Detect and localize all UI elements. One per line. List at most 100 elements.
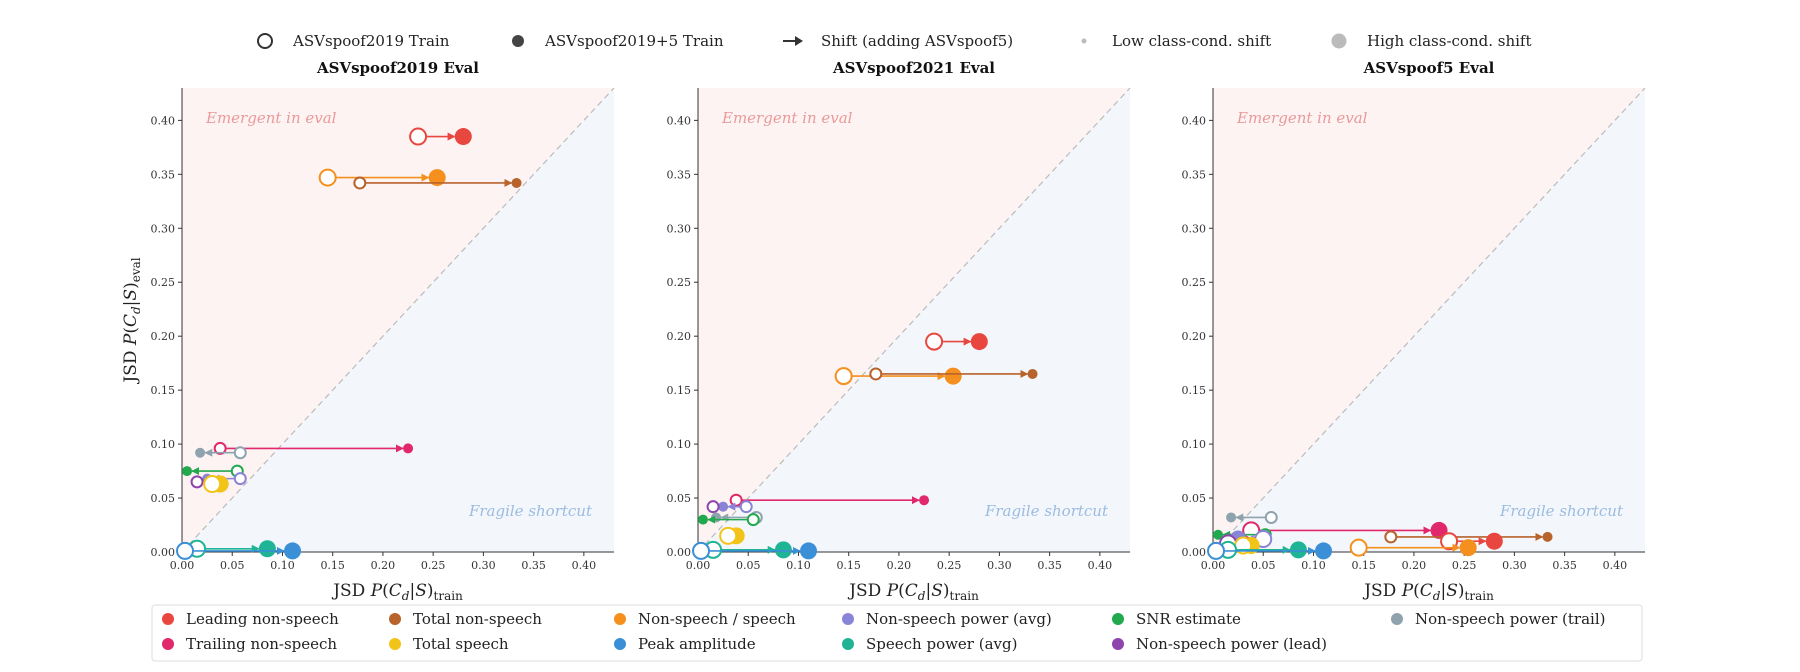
legend-label-nsp_trail: Non-speech power (trail) xyxy=(1415,610,1606,628)
point-2019-train-total_sp xyxy=(719,526,738,545)
x-tick-label: 0.00 xyxy=(686,559,711,572)
point-2019-5-train-trail xyxy=(403,443,414,454)
y-tick-label: 0.05 xyxy=(1182,492,1207,505)
legend-filled-circle-marker xyxy=(512,35,524,47)
x-tick-label: 0.10 xyxy=(1301,559,1326,572)
legend-label-snr: SNR estimate xyxy=(1136,610,1241,628)
point-2019-5-train-peak xyxy=(284,542,302,560)
point-2019-5-train-lead xyxy=(1485,532,1503,550)
legend-swatch-peak xyxy=(614,638,626,650)
x-tick-label: 0.15 xyxy=(1351,559,1376,572)
point-2019-train-lead xyxy=(925,332,944,351)
legend-swatch-ratio xyxy=(614,613,626,625)
x-tick-label: 0.30 xyxy=(1502,559,1527,572)
x-tick-label: 0.30 xyxy=(987,559,1012,572)
point-2019-train-snr xyxy=(746,513,760,527)
point-2019-5-train-total_ns xyxy=(1027,368,1038,379)
y-tick-label: 0.40 xyxy=(151,114,176,127)
x-tick-label: 0.35 xyxy=(1552,559,1577,572)
y-tick-label: 0.00 xyxy=(151,546,176,559)
diagonal-line xyxy=(181,87,615,553)
point-2019-train-nsp_trail xyxy=(233,446,247,460)
feature-legend-frame xyxy=(151,604,1643,662)
panel-2: Emergent in eval Fragile shortcut 0.000.00… xyxy=(667,59,1131,603)
point-2019-train-total_ns xyxy=(1384,530,1398,544)
point-2019-5-train-sp_avg xyxy=(1289,541,1307,559)
legend-swatch-nsp_avg xyxy=(842,613,854,625)
legend-label-ratio: Non-speech / speech xyxy=(638,610,796,628)
point-2019-train-ratio xyxy=(318,168,337,187)
point-2019-train-peak xyxy=(1207,541,1226,560)
panel-3: Emergent in eval Fragile shortcut 0.000.00… xyxy=(1182,59,1646,603)
point-2019-train-ratio xyxy=(1349,538,1368,557)
region-label-emergent: Emergent in eval xyxy=(1236,109,1368,127)
point-2019-5-train-ratio xyxy=(1459,539,1477,557)
y-tick-label: 0.40 xyxy=(667,114,692,127)
x-tick-label: 0.15 xyxy=(836,559,861,572)
point-2019-5-train-nsp_avg xyxy=(718,501,729,512)
y-tick-label: 0.35 xyxy=(151,168,176,181)
region-label-fragile: Fragile shortcut xyxy=(984,502,1109,520)
region-label-emergent: Emergent in eval xyxy=(721,109,853,127)
point-2019-5-train-snr xyxy=(1213,529,1224,540)
legend-swatch-total_ns xyxy=(389,613,401,625)
point-2019-5-train-lead xyxy=(454,128,472,146)
panel-title: ASVspoof5 Eval xyxy=(1363,59,1495,77)
legend-large-dot-marker xyxy=(1331,33,1347,49)
y-tick-label: 0.05 xyxy=(667,492,692,505)
point-2019-5-train-peak xyxy=(1315,542,1333,560)
x-tick-label: 0.35 xyxy=(521,559,546,572)
region-label-emergent: Emergent in eval xyxy=(205,109,337,127)
legend-swatch-sp_avg xyxy=(842,638,854,650)
legend-label-low-shift: Low class-cond. shift xyxy=(1112,32,1271,50)
y-tick-label: 0.15 xyxy=(1182,384,1207,397)
point-2019-train-nsp_avg xyxy=(739,500,753,514)
point-2019-train-peak xyxy=(692,541,711,560)
x-tick-label: 0.15 xyxy=(320,559,345,572)
x-tick-label: 0.30 xyxy=(471,559,496,572)
legend-swatch-lead xyxy=(162,613,174,625)
x-axis-label: JSD P(Cd|S)train xyxy=(331,581,463,603)
x-tick-label: 0.20 xyxy=(1402,559,1427,572)
legend-swatch-nsp_trail xyxy=(1391,613,1403,625)
x-tick-label: 0.00 xyxy=(170,559,195,572)
point-2019-5-train-lead xyxy=(970,333,988,351)
y-tick-label: 0.20 xyxy=(151,330,176,343)
point-2019-train-trail xyxy=(213,441,227,455)
panel-title: ASVspoof2021 Eval xyxy=(832,59,995,77)
legend-swatch-snr xyxy=(1112,613,1124,625)
x-tick-label: 0.10 xyxy=(270,559,295,572)
x-tick-label: 0.05 xyxy=(1251,559,1276,572)
point-2019-train-total_ns xyxy=(869,367,883,381)
point-2019-train-trail xyxy=(729,493,743,507)
legend-label-high-shift: High class-cond. shift xyxy=(1367,32,1531,50)
point-2019-5-train-total_ns xyxy=(1542,531,1553,542)
legend-label-lead: Leading non-speech xyxy=(186,610,339,628)
x-tick-label: 0.20 xyxy=(887,559,912,572)
x-tick-label: 0.35 xyxy=(1037,559,1062,572)
legend-label-shift: Shift (adding ASVspoof5) xyxy=(821,32,1013,50)
point-2019-train-peak xyxy=(176,541,195,560)
x-tick-label: 0.10 xyxy=(786,559,811,572)
y-tick-label: 0.10 xyxy=(667,438,692,451)
y-tick-label: 0.10 xyxy=(151,438,176,451)
y-tick-label: 0.40 xyxy=(1182,114,1207,127)
x-tick-label: 0.05 xyxy=(220,559,245,572)
y-tick-label: 0.35 xyxy=(667,168,692,181)
point-2019-5-train-trail xyxy=(919,495,930,506)
region-label-fragile: Fragile shortcut xyxy=(1499,502,1624,520)
point-2019-train-ratio xyxy=(834,367,853,386)
x-tick-label: 0.25 xyxy=(1452,559,1477,572)
point-2019-5-train-sp_avg xyxy=(258,540,276,558)
legend-small-dot-marker xyxy=(1081,38,1087,44)
legend-label-sp_avg: Speech power (avg) xyxy=(866,635,1017,653)
point-2019-5-train-total_ns xyxy=(511,177,522,188)
y-tick-label: 0.35 xyxy=(1182,168,1207,181)
feature-legend: Leading non-speech Trailing non-speech Tot… xyxy=(162,610,1606,653)
point-2019-5-train-snr xyxy=(182,466,193,477)
y-tick-label: 0.00 xyxy=(667,546,692,559)
point-2019-5-train-nsp_trail xyxy=(195,447,206,458)
x-tick-label: 0.25 xyxy=(937,559,962,572)
y-tick-label: 0.05 xyxy=(151,492,176,505)
